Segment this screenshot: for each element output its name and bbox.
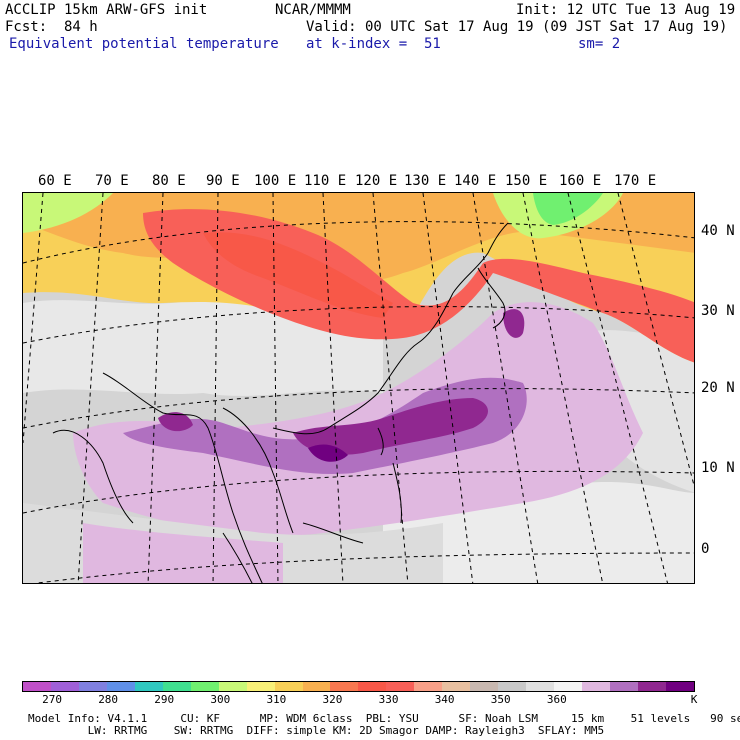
colorbar-segment	[442, 682, 471, 691]
colorbar-tick-label: 340	[434, 693, 455, 706]
colorbar-segment	[358, 682, 387, 691]
colorbar-tick-label: 360	[546, 693, 567, 706]
colorbar-segment	[218, 682, 247, 691]
moist-south	[83, 523, 283, 583]
colorbar-segment	[470, 682, 499, 691]
very-moist-region	[123, 377, 527, 474]
lon-label: 160 E	[559, 173, 602, 189]
smoothing-label: sm= 2	[578, 36, 621, 52]
lon-label: 110 E	[304, 173, 347, 189]
colorbar-segment	[498, 682, 527, 691]
colorbar-segment	[134, 682, 163, 691]
model-info-line1: Model Info: V4.1.1 CU: KF MP: WDM 6class…	[28, 712, 740, 725]
lat-label: 10 N	[701, 460, 735, 476]
lon-label: 100 E	[254, 173, 297, 189]
hot-core	[203, 232, 393, 318]
max-region	[293, 398, 488, 455]
colorbar-tick-label: 300	[210, 693, 231, 706]
colorbar-tick-label: 330	[378, 693, 399, 706]
colorbar-segment	[526, 682, 555, 691]
colorbar-tick-label: 350	[490, 693, 511, 706]
colorbar-segment	[665, 682, 694, 691]
lon-label: 170 E	[614, 173, 657, 189]
org-label: NCAR/MMMM	[275, 2, 351, 18]
lat-label: 20 N	[701, 380, 735, 396]
lat-label: 30 N	[701, 303, 735, 319]
theta-e-field	[23, 193, 694, 583]
lon-label: 80 E	[152, 173, 186, 189]
colorbar-segment	[414, 682, 443, 691]
model-title: ACCLIP 15km ARW-GFS init	[5, 2, 208, 18]
graticule	[23, 193, 694, 583]
map-panel	[22, 192, 695, 584]
forecast-hour: Fcst: 84 h	[5, 19, 98, 35]
cool-northeast-core	[533, 193, 603, 225]
colorbar	[22, 681, 695, 692]
variable-name: Equivalent potential temperature	[9, 36, 279, 52]
colorbar-segment	[190, 682, 219, 691]
colorbar-tick-label: 270	[42, 693, 62, 706]
level-index: at k-index = 51	[306, 36, 441, 52]
lon-label: 70 E	[95, 173, 129, 189]
colorbar-tick-label: 310	[266, 693, 287, 706]
colorbar-segment	[78, 682, 107, 691]
lon-label: 60 E	[38, 173, 72, 189]
colorbar-segment	[330, 682, 359, 691]
colorbar-segment	[386, 682, 415, 691]
colorbar-segment	[274, 682, 303, 691]
max-region-east	[503, 309, 525, 338]
max-core	[308, 444, 348, 462]
max-region-bengal	[158, 412, 193, 432]
colorbar-segment	[610, 682, 638, 691]
lon-label: 90 E	[206, 173, 240, 189]
lon-label: 140 E	[454, 173, 497, 189]
colorbar-tick-label: 320	[322, 693, 343, 706]
cool-northwest	[23, 193, 113, 233]
init-time: Init: 12 UTC Tue 13 Aug 19	[516, 2, 736, 18]
lon-label: 150 E	[505, 173, 548, 189]
colorbar-tick-label: 280	[98, 693, 119, 706]
colorbar-segment	[554, 682, 583, 691]
lat-label: 40 N	[701, 223, 735, 239]
model-info-line2: LW: RRTMG SW: RRTMG DIFF: simple KM: 2D …	[28, 724, 605, 737]
coastlines	[52, 222, 509, 583]
valid-time: Valid: 00 UTC Sat 17 Aug 19 (09 JST Sat …	[306, 19, 728, 35]
colorbar-segment	[50, 682, 79, 691]
colorbar-segment	[162, 682, 191, 691]
colorbar-segment	[246, 682, 275, 691]
lat-label: 0	[701, 541, 710, 557]
colorbar-segment	[302, 682, 331, 691]
colorbar-unit: K	[690, 693, 698, 706]
colorbar-segment	[23, 682, 51, 691]
colorbar-segment	[106, 682, 135, 691]
lon-label: 130 E	[404, 173, 447, 189]
colorbar-segment	[637, 682, 666, 691]
lon-label: 120 E	[355, 173, 398, 189]
colorbar-tick-label: 290	[154, 693, 175, 706]
colorbar-segment	[582, 682, 611, 691]
